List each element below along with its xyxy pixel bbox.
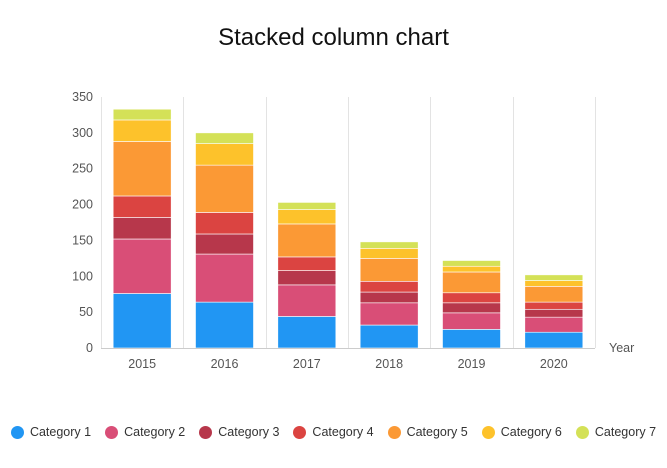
legend: Category 1 Category 2 Category 3 Category 4… — [0, 425, 667, 439]
bar-segment — [277, 223, 337, 258]
x-tick-label: 2017 — [293, 357, 321, 371]
legend-swatch — [10, 425, 24, 439]
bar-segment — [112, 217, 172, 240]
y-tick-label: 150 — [72, 233, 93, 247]
bar-segment — [195, 301, 254, 349]
x-axis-title: Year — [609, 341, 634, 355]
y-tick-label: 100 — [72, 269, 93, 283]
bar-segment — [277, 256, 337, 271]
bar-segment — [359, 281, 419, 293]
bar-segment — [195, 132, 254, 144]
bar-segment — [277, 270, 337, 286]
chart-title: Stacked column chart — [218, 24, 449, 51]
bar-segment — [442, 292, 501, 304]
bar-segment — [524, 316, 584, 333]
x-tick-label: 2015 — [128, 357, 156, 371]
bar-segment — [442, 260, 501, 267]
bars — [112, 108, 584, 349]
bar-segment — [524, 286, 584, 303]
x-tick-label: 2020 — [540, 357, 568, 371]
x-tick-label: 2016 — [211, 357, 239, 371]
legend-item[interactable]: Category 2 — [105, 425, 185, 439]
legend-label: Category 1 — [29, 425, 92, 439]
bar-segment — [524, 280, 584, 287]
bar-segment — [359, 258, 419, 282]
bar-segment — [195, 143, 254, 166]
legend-swatch — [293, 425, 307, 439]
legend-label: Category 3 — [218, 425, 280, 439]
legend-item[interactable]: Category 4 — [293, 425, 374, 439]
y-tick-label: 350 — [72, 90, 93, 104]
bar-segment — [112, 141, 172, 197]
bar-segment — [277, 202, 337, 210]
bar-segment — [359, 248, 419, 259]
bar-segment — [277, 209, 337, 225]
bar-segment — [277, 316, 337, 349]
bar-segment — [524, 308, 584, 318]
legend-swatch — [105, 425, 119, 439]
grid-lines — [101, 97, 596, 348]
bar-segment — [112, 238, 172, 294]
bar-segment — [442, 312, 501, 330]
legend-label: Category 2 — [124, 425, 186, 439]
legend-swatch — [387, 425, 401, 439]
bar-segment — [524, 331, 584, 349]
bar-segment — [359, 302, 419, 326]
x-tick-label: 2018 — [375, 357, 403, 371]
y-tick-label: 0 — [86, 341, 93, 355]
bar-segment — [442, 329, 501, 349]
bar-segment — [442, 265, 501, 273]
legend-item[interactable]: Category 5 — [387, 425, 468, 439]
y-tick-label: 250 — [72, 162, 93, 176]
bar-segment — [442, 302, 501, 314]
axes: 0 50 100 150 200 250 300 350 2015 2016 2017 2018 201… — [72, 90, 634, 371]
y-tick-label: 50 — [79, 305, 93, 319]
bar-segment — [359, 291, 419, 304]
legend-label: Category 5 — [406, 425, 468, 439]
bar-segment — [524, 301, 584, 310]
bar-segment — [112, 195, 172, 218]
bar-segment — [277, 284, 337, 317]
legend-label: Category 6 — [500, 425, 562, 439]
bar-segment — [112, 119, 172, 142]
bar-segment — [359, 241, 419, 249]
bar-segment — [195, 253, 254, 303]
bar-segment — [442, 271, 501, 294]
legend-swatch — [199, 425, 213, 439]
x-tick-label: 2019 — [458, 357, 486, 371]
bar-segment — [524, 274, 584, 281]
bar-segment — [195, 233, 254, 255]
legend-item[interactable]: Category 7 — [575, 425, 657, 439]
bar-segment — [112, 108, 172, 121]
legend-item[interactable]: Category 3 — [199, 425, 279, 439]
legend-item[interactable]: Category 6 — [481, 425, 562, 439]
legend-swatch — [481, 425, 495, 439]
legend-swatch — [575, 425, 589, 439]
bar-segment — [195, 212, 254, 235]
legend-item[interactable]: Category 1 — [10, 425, 92, 439]
legend-label: Category 7 — [594, 425, 657, 439]
legend-label: Category 4 — [312, 425, 374, 439]
y-tick-label: 300 — [72, 126, 93, 140]
bar-segment — [195, 164, 254, 213]
bar-segment — [359, 324, 419, 349]
y-tick-label: 200 — [72, 198, 93, 212]
bar-segment — [112, 293, 172, 349]
